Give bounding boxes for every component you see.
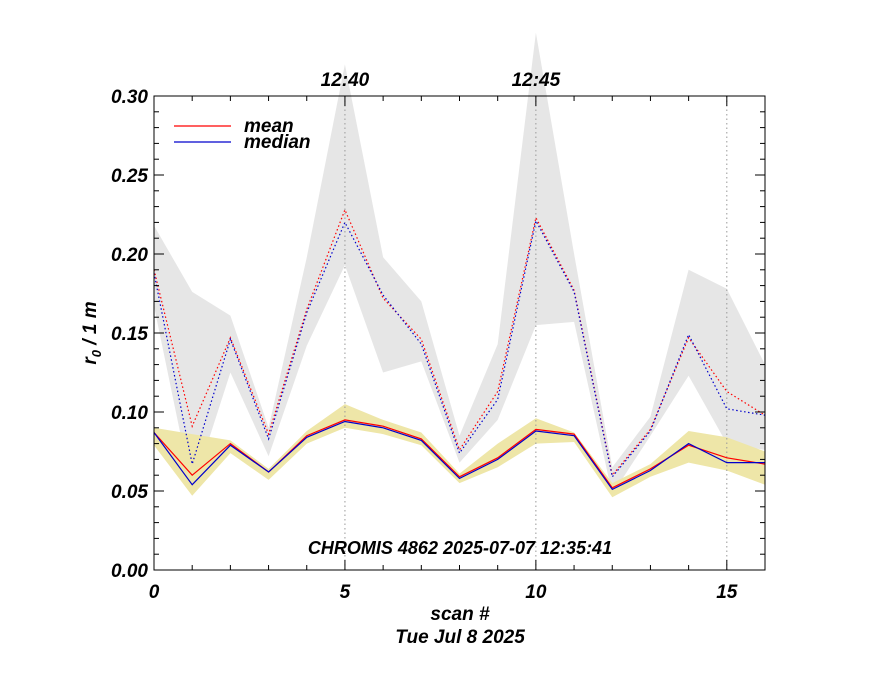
upper-median-line [153,219,766,479]
upper-spread-band [154,32,765,495]
x-tick-label: 10 [525,582,547,603]
footer-date: Tue Jul 8 2025 [395,627,525,648]
y-axis-title-unit: / 1 m [80,301,101,350]
spread-bands [154,32,765,498]
x-tick-label: 5 [340,582,351,603]
y-tick-label: 0.30 [111,87,148,108]
y-tick-label: 0.10 [111,403,148,424]
x-axis-title: scan # [430,604,490,625]
legend-label-mean: mean [244,116,294,137]
x-tick-label: 0 [149,582,160,603]
axis-ticks [153,95,766,571]
y-tick-label: 0.25 [111,166,148,187]
legend-label-median: median [244,132,311,153]
y-tick-label: 0.20 [111,245,148,266]
y-tick-label: 0.05 [111,482,148,503]
y-axis-title-subscript: 0 [89,349,104,357]
y-axis-title: r0 / 1 m [80,301,104,364]
annotation-text: CHROMIS 4862 2025-07-07 12:35:41 [308,538,612,558]
time-marker-label: 12:40 [321,70,370,91]
x-tick-label: 15 [716,582,738,603]
time-marker-lines: 12:40 12:45 [321,70,728,570]
y-tick-label: 0.00 [111,561,148,582]
tick-labels: 0 5 10 15 0.00 0.05 0.10 0.15 0.20 0.25 0.30 [111,87,738,603]
y-tick-label: 0.15 [111,324,148,345]
time-marker-label: 12:45 [512,70,561,91]
series-lines [153,208,766,491]
y-axis-title-symbol: r [80,356,101,365]
lower-median-line [153,420,765,491]
